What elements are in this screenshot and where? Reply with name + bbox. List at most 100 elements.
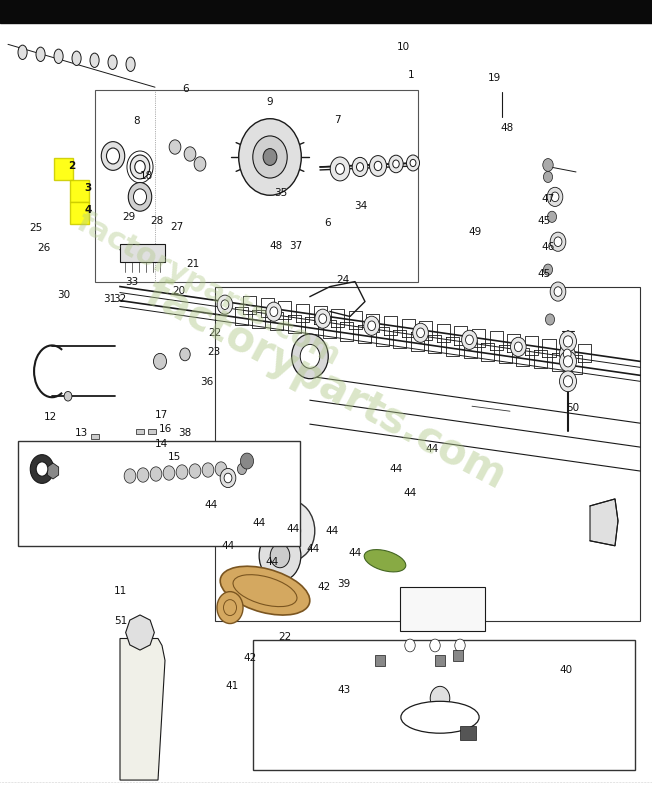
Text: 13: 13 <box>75 428 88 438</box>
Circle shape <box>266 302 282 322</box>
Circle shape <box>189 464 201 478</box>
Circle shape <box>430 639 440 652</box>
Text: 48: 48 <box>501 122 514 133</box>
Text: 47: 47 <box>541 194 554 204</box>
Bar <box>460 726 477 740</box>
Text: 44: 44 <box>426 444 439 454</box>
Circle shape <box>551 192 559 202</box>
Ellipse shape <box>36 47 45 62</box>
Circle shape <box>559 371 576 392</box>
Text: 45: 45 <box>538 269 551 278</box>
Bar <box>70 202 89 224</box>
Text: 22: 22 <box>278 631 291 642</box>
Circle shape <box>406 155 419 171</box>
Text: 6: 6 <box>325 218 331 227</box>
Circle shape <box>217 295 233 314</box>
Text: 44: 44 <box>404 488 417 498</box>
Circle shape <box>563 356 572 367</box>
Text: 28: 28 <box>150 216 163 226</box>
Text: 44: 44 <box>266 558 279 567</box>
Circle shape <box>291 334 328 378</box>
Text: 29: 29 <box>122 212 135 222</box>
Circle shape <box>542 158 553 171</box>
Bar <box>91 434 99 438</box>
Circle shape <box>554 237 562 246</box>
Circle shape <box>393 160 399 168</box>
Text: 36: 36 <box>200 377 213 387</box>
Text: 24: 24 <box>336 275 349 285</box>
Wedge shape <box>241 453 254 469</box>
Bar <box>95 90 418 282</box>
Ellipse shape <box>18 45 27 59</box>
Circle shape <box>430 686 450 710</box>
Text: 3: 3 <box>84 183 91 193</box>
Text: 23: 23 <box>207 346 220 357</box>
Circle shape <box>554 286 562 296</box>
Circle shape <box>546 314 555 325</box>
Circle shape <box>220 469 236 487</box>
Circle shape <box>550 282 566 301</box>
Text: 9: 9 <box>266 97 273 107</box>
Text: 22: 22 <box>209 329 222 338</box>
Bar <box>0 0 652 23</box>
Text: 25: 25 <box>29 223 42 233</box>
Circle shape <box>153 354 166 370</box>
Text: 15: 15 <box>168 452 181 462</box>
Circle shape <box>135 161 145 174</box>
Text: 11: 11 <box>114 586 127 596</box>
Text: 44: 44 <box>287 524 300 534</box>
Text: 45: 45 <box>538 216 551 226</box>
Circle shape <box>194 157 206 171</box>
Circle shape <box>563 336 572 347</box>
Circle shape <box>547 187 563 206</box>
Circle shape <box>559 351 576 372</box>
Ellipse shape <box>126 57 135 71</box>
Circle shape <box>263 149 277 166</box>
Circle shape <box>548 211 557 222</box>
Text: 41: 41 <box>226 681 239 691</box>
Circle shape <box>253 136 288 178</box>
Circle shape <box>101 142 125 170</box>
Circle shape <box>374 162 382 170</box>
Circle shape <box>330 157 349 181</box>
Circle shape <box>319 314 327 323</box>
Circle shape <box>563 376 572 387</box>
Text: 7: 7 <box>334 115 341 126</box>
Bar <box>120 244 165 262</box>
Circle shape <box>36 462 48 476</box>
Circle shape <box>280 518 301 543</box>
Circle shape <box>368 321 376 330</box>
Text: 31: 31 <box>103 294 116 304</box>
Text: 4: 4 <box>84 205 91 215</box>
Circle shape <box>559 331 576 352</box>
Circle shape <box>514 342 522 352</box>
Text: 44: 44 <box>222 542 235 551</box>
Polygon shape <box>590 499 618 546</box>
Bar <box>376 655 385 666</box>
Ellipse shape <box>401 702 479 734</box>
Circle shape <box>389 155 403 173</box>
Text: 39: 39 <box>338 579 351 589</box>
Circle shape <box>130 155 150 179</box>
Circle shape <box>224 474 232 482</box>
Circle shape <box>221 300 229 310</box>
Circle shape <box>163 466 175 480</box>
Text: 14: 14 <box>155 438 168 449</box>
Circle shape <box>364 316 379 335</box>
Text: 42: 42 <box>243 653 256 663</box>
Text: 38: 38 <box>178 428 191 438</box>
Text: 6: 6 <box>183 83 189 94</box>
Ellipse shape <box>364 550 406 572</box>
Bar <box>355 661 469 720</box>
Circle shape <box>134 189 147 205</box>
Text: 2: 2 <box>68 161 76 171</box>
Ellipse shape <box>54 49 63 63</box>
Circle shape <box>511 338 526 357</box>
Polygon shape <box>120 638 165 780</box>
Circle shape <box>563 349 571 358</box>
Text: factoryparts.com: factoryparts.com <box>72 208 346 371</box>
Text: 43: 43 <box>338 685 351 695</box>
Circle shape <box>550 232 566 251</box>
Text: 37: 37 <box>289 241 302 250</box>
Circle shape <box>370 155 387 176</box>
